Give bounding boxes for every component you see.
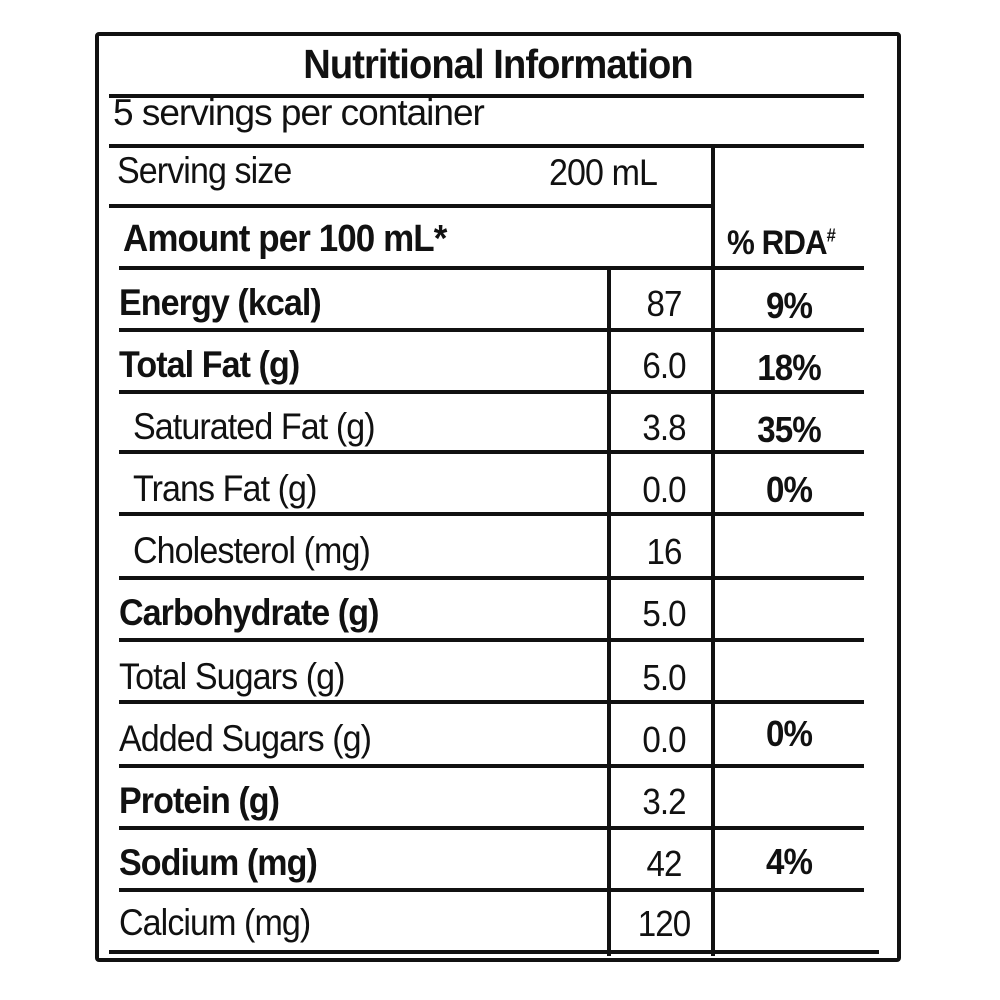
nutrient-name: Energy (kcal) [119, 282, 322, 323]
divider-amount [119, 266, 864, 270]
label-title: Nutritional Information [303, 41, 693, 87]
nutrient-rda: 0% [765, 713, 813, 754]
nutrient-value: 3.2 [642, 781, 686, 822]
nutrient-value: 0.0 [642, 469, 686, 510]
nutrient-name: Sodium (mg) [119, 842, 318, 883]
nutrient-value: 16 [646, 531, 682, 572]
nutrient-rda: 35% [757, 409, 821, 450]
row-divider [119, 328, 864, 332]
nutrient-name: Protein (g) [119, 780, 280, 821]
nutrient-name: Calcium (mg) [119, 902, 311, 943]
nutrient-name: Saturated Fat (g) [133, 406, 376, 447]
nutrient-name: Total Fat (g) [119, 344, 300, 385]
divider-servings [109, 144, 864, 148]
amount-per-header: Amount per 100 mL* [123, 218, 447, 260]
row-divider [119, 764, 864, 768]
column-divider-rda [711, 144, 715, 956]
nutrient-name: Added Sugars (g) [119, 718, 372, 759]
nutrient-name: Cholesterol (mg) [133, 530, 371, 571]
row-divider [119, 450, 864, 454]
nutrient-value: 6.0 [642, 345, 686, 386]
nutrient-rda: 4% [765, 841, 813, 882]
nutrient-value: 42 [646, 843, 682, 884]
nutrient-value: 120 [637, 903, 691, 944]
divider-serving-size [109, 204, 711, 208]
nutrient-name: Trans Fat (g) [133, 468, 317, 509]
column-divider-values [607, 266, 611, 956]
nutrient-value: 5.0 [642, 593, 686, 634]
row-divider [119, 888, 864, 892]
rda-header-text: % RDA [727, 224, 828, 262]
nutrient-value: 5.0 [642, 657, 686, 698]
row-divider [119, 826, 864, 830]
amount-per-header-text: Amount per 100 mL* [123, 218, 447, 260]
row-divider [119, 390, 864, 394]
rda-header-mark: # [826, 225, 836, 246]
nutrient-rda: 0% [765, 469, 813, 510]
nutrient-value: 3.8 [642, 407, 686, 448]
nutrition-label: Nutritional Information 5 servings per c… [95, 32, 901, 962]
nutrient-value: 0.0 [642, 719, 686, 760]
bottom-divider [109, 950, 879, 954]
row-divider [119, 512, 864, 516]
row-divider [119, 638, 864, 642]
row-divider [119, 700, 864, 704]
serving-size-label: Serving size [117, 150, 292, 191]
nutrient-name: Carbohydrate (g) [119, 592, 379, 633]
nutrient-name: Total Sugars (g) [119, 656, 345, 697]
row-divider [119, 576, 864, 580]
divider-title [109, 94, 864, 98]
nutrient-rda: 9% [765, 285, 813, 326]
servings-per-container: 5 servings per container [113, 92, 485, 133]
nutrient-value: 87 [646, 283, 682, 324]
rda-header: % RDA# [727, 224, 836, 262]
serving-size-value: 200 mL [549, 152, 658, 193]
nutrient-rda: 18% [757, 347, 821, 388]
